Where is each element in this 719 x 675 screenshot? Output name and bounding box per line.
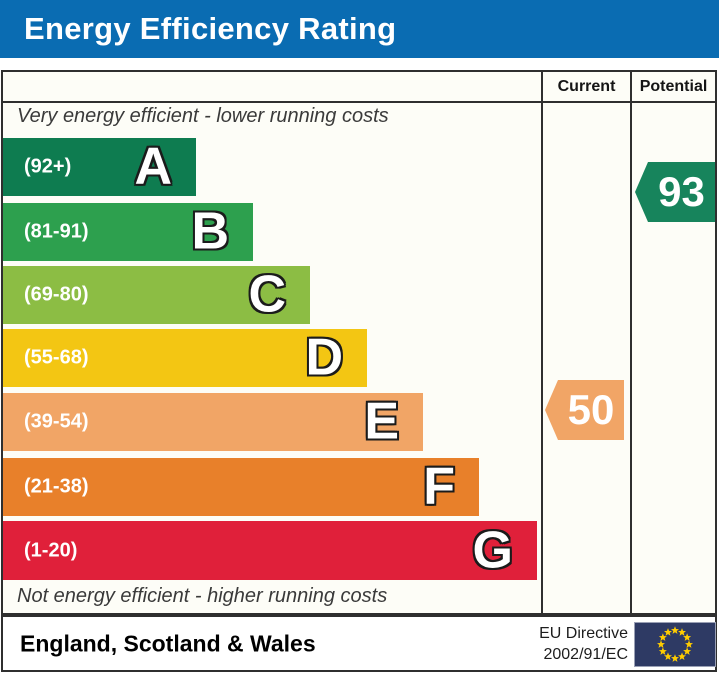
- caption-bottom: Not energy efficient - higher running co…: [17, 585, 388, 607]
- band-row: (55-68) D: [3, 329, 367, 387]
- band-range-label: (21-38): [24, 475, 89, 498]
- band-row: (1-20) G: [3, 521, 537, 580]
- eu-flag-stars: [657, 626, 693, 662]
- potential-column-divider: [630, 72, 632, 613]
- rating-table: Current Potential Very energy efficient …: [1, 70, 717, 615]
- band-range-label: (69-80): [24, 283, 89, 306]
- column-header-current: Current: [557, 77, 616, 95]
- band-range-label: (81-91): [24, 220, 89, 243]
- band-letter: C: [248, 265, 286, 324]
- band-row: (39-54) E: [3, 393, 423, 451]
- current-column-divider: [541, 72, 543, 613]
- eu-directive-line1: EU Directive: [539, 625, 628, 642]
- potential-rating-arrow: 93: [635, 162, 715, 222]
- current-rating-value: 50: [567, 386, 615, 433]
- title-bar: Energy Efficiency Rating: [0, 0, 719, 58]
- band-range-label: (39-54): [24, 410, 89, 433]
- caption-top: Very energy efficient - lower running co…: [17, 105, 389, 127]
- header-divider: [3, 101, 715, 103]
- band-row: (21-38) F: [3, 458, 479, 516]
- region-label: England, Scotland & Wales: [20, 630, 316, 656]
- band-letter: A: [134, 137, 172, 196]
- band-letter: D: [305, 328, 343, 387]
- current-rating-arrow: 50: [545, 380, 624, 440]
- band-row: (81-91) B: [3, 203, 253, 261]
- page-title: Energy Efficiency Rating: [24, 11, 397, 46]
- band-letter: F: [423, 457, 455, 516]
- footer: England, Scotland & Wales EU Directive 2…: [1, 615, 717, 672]
- band-letter: E: [364, 392, 399, 451]
- band-row: (69-80) C: [3, 266, 310, 324]
- band-row: (92+) A: [3, 138, 196, 196]
- current-arrow-shape: [545, 380, 624, 440]
- band-range-label: (1-20): [24, 539, 78, 561]
- potential-rating-value: 93: [658, 168, 705, 215]
- band-letter: G: [472, 520, 513, 579]
- band-range-label: (55-68): [24, 346, 89, 369]
- bands: (92+) A (81-91) B (69-80) C (55-68) D (3…: [3, 72, 715, 613]
- column-header-potential: Potential: [639, 77, 708, 95]
- eu-directive-label: EU Directive 2002/91/EC: [458, 623, 628, 665]
- band-range-label: (92+): [24, 155, 72, 178]
- potential-arrow-shape: [635, 162, 715, 222]
- band-letter: B: [191, 202, 229, 261]
- eu-flag-icon: [634, 622, 716, 667]
- eu-directive-line2: 2002/91/EC: [543, 646, 628, 664]
